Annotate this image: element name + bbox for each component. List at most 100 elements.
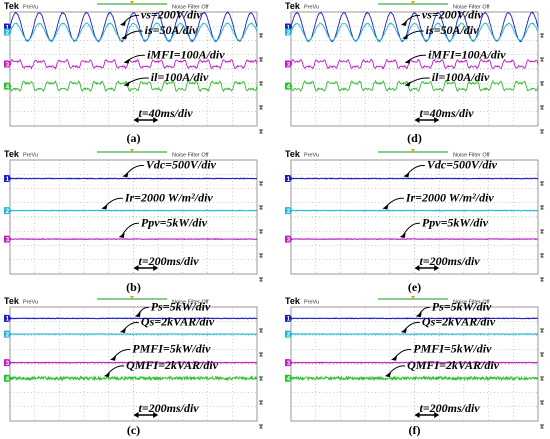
svg-text:1: 1 <box>6 177 10 183</box>
arrow-icon <box>400 327 407 333</box>
trace-ch3 <box>290 58 539 70</box>
arrow-icon <box>121 34 128 40</box>
annotation-label: PMFI=5kW/div <box>132 342 211 356</box>
arrow-icon <box>399 232 406 238</box>
oscilloscope-screen-b: Tek PreVu Noise Filter Off 1 2 3 Vdc=500V/div I… <box>2 148 265 282</box>
ground-marker-icon <box>259 328 263 333</box>
trace-ch2 <box>290 332 539 336</box>
ground-marker-icon <box>540 253 544 258</box>
annotation-1: is=50A/div <box>402 23 479 40</box>
trace-ch3 <box>9 58 258 70</box>
svg-text:4: 4 <box>6 84 10 90</box>
noise-filter-status: Noise Filter Off <box>453 153 490 159</box>
graticule <box>291 160 538 274</box>
trace-ch2 <box>290 22 539 42</box>
scope-header <box>283 148 546 159</box>
arrow-icon <box>119 20 126 26</box>
annotation-2: iMFI=100A/div <box>404 47 506 64</box>
trace-ch2 <box>290 209 539 212</box>
annotation-label: Qs=2kVAR/div <box>422 315 496 329</box>
annotation-1: Ir=2000 W/m²/div <box>382 190 494 210</box>
arrow-icon <box>404 81 411 87</box>
arrow-icon <box>119 327 126 333</box>
channel-marker-4: 4 <box>4 374 12 383</box>
annotation-label: Ppv=5kW/div <box>141 215 208 229</box>
annotation-label: is=50A/div <box>145 23 199 37</box>
scope-header <box>2 0 265 11</box>
arrow-icon <box>404 58 411 64</box>
scope-panel-a: Tek PreVu Noise Filter Off 1 2 3 4 vs=200V/div i… <box>2 0 265 142</box>
time-scale: t=40ms/div <box>414 106 474 123</box>
channel-marker-3: 3 <box>4 359 12 367</box>
svg-text:2: 2 <box>287 30 291 36</box>
trace-ch4 <box>290 79 539 92</box>
annotation-0: Vdc=500V/div <box>403 158 498 178</box>
graticule <box>10 160 257 274</box>
arrow-icon <box>103 372 110 378</box>
scope-brand: Tek <box>4 296 20 306</box>
svg-text:4: 4 <box>287 377 291 383</box>
annotation-label: vs=200V/div <box>422 7 484 21</box>
time-scale-label: t=200ms/div <box>419 401 480 415</box>
ground-marker-icon <box>259 129 263 134</box>
arrow-left-icon <box>414 265 420 271</box>
annotation-label: Ps=5kW/div <box>151 300 211 314</box>
arrow-left-icon <box>414 117 420 123</box>
oscilloscope-screen-a: Tek PreVu Noise Filter Off 12 3 4 vs=200V/div i… <box>2 0 265 134</box>
ground-marker-icon <box>259 277 263 282</box>
ground-marker-icon <box>540 229 544 234</box>
arrow-right-icon <box>153 265 159 271</box>
arrow-icon <box>400 20 407 26</box>
svg-text:3: 3 <box>287 62 291 68</box>
ground-marker-icon <box>259 33 263 38</box>
channel-marker-3: 3 <box>4 235 12 243</box>
time-scale-label: t=200ms/div <box>138 401 199 415</box>
arrow-icon <box>101 204 108 210</box>
arrow-left-icon <box>133 265 139 271</box>
scope-mode: PreVu <box>23 5 38 11</box>
channel-marker-2: 2 <box>285 28 293 36</box>
annotation-1: Qs=2kVAR/div <box>400 315 496 333</box>
trace-ch1 <box>9 317 258 320</box>
svg-text:3: 3 <box>6 237 10 243</box>
scope-mode: PreVu <box>304 153 319 159</box>
arrow-left-icon <box>133 412 139 418</box>
ground-marker-icon <box>540 424 544 429</box>
annotation-label: il=100A/div <box>432 70 490 84</box>
trace-ch1 <box>290 317 539 320</box>
channel-marker-2: 2 <box>285 330 293 338</box>
scope-brand: Tek <box>4 1 20 11</box>
channel-marker-3: 3 <box>4 60 12 68</box>
time-scale-label: t=200ms/div <box>138 254 199 268</box>
annotation-label: Ps=5kW/div <box>432 300 492 314</box>
caption-e: (e) <box>407 280 422 294</box>
scope-panel-f: Tek PreVu Noise Filter Off 1 2 3 4 Ps=5kW/div Qs… <box>283 295 546 437</box>
annotation-label: Ppv=5kW/div <box>422 215 489 229</box>
svg-text:3: 3 <box>287 361 291 367</box>
noise-filter-status: Noise Filter Off <box>172 300 209 306</box>
scope-mode: PreVu <box>23 153 38 159</box>
annotation-label: vs=200V/div <box>141 7 203 21</box>
time-scale: t=200ms/div <box>414 254 480 271</box>
caption-a: (a) <box>126 131 141 145</box>
annotation-0: Ps=5kW/div <box>415 300 492 318</box>
channel-marker-2: 2 <box>4 207 12 215</box>
scope-panel-d: Tek PreVu Noise Filter Off 1 2 3 4 vs=200V/div i… <box>283 0 546 142</box>
annotation-label: iMFI=100A/div <box>428 47 506 61</box>
svg-text:2: 2 <box>287 209 291 215</box>
ground-marker-icon <box>540 129 544 134</box>
trace-ch1 <box>9 177 258 180</box>
ground-marker-icon <box>540 376 544 381</box>
trigger-marker-icon <box>130 149 134 152</box>
annotation-2: PMFI=5kW/div <box>110 342 211 361</box>
scope-panel-b: Tek PreVu Noise Filter Off 1 2 3 Vdc=500V/div I… <box>2 148 265 290</box>
annotation-3: QMFI=2kVAR/div <box>103 358 219 378</box>
scope-brand: Tek <box>285 149 301 159</box>
scope-header <box>2 148 265 159</box>
svg-text:2: 2 <box>6 209 10 215</box>
noise-filter-status: Noise Filter Off <box>453 300 490 306</box>
time-scale: t=200ms/div <box>133 401 199 418</box>
svg-text:1: 1 <box>287 177 291 183</box>
ground-marker-icon <box>259 253 263 258</box>
annotation-label: iMFI=100A/div <box>147 47 225 61</box>
